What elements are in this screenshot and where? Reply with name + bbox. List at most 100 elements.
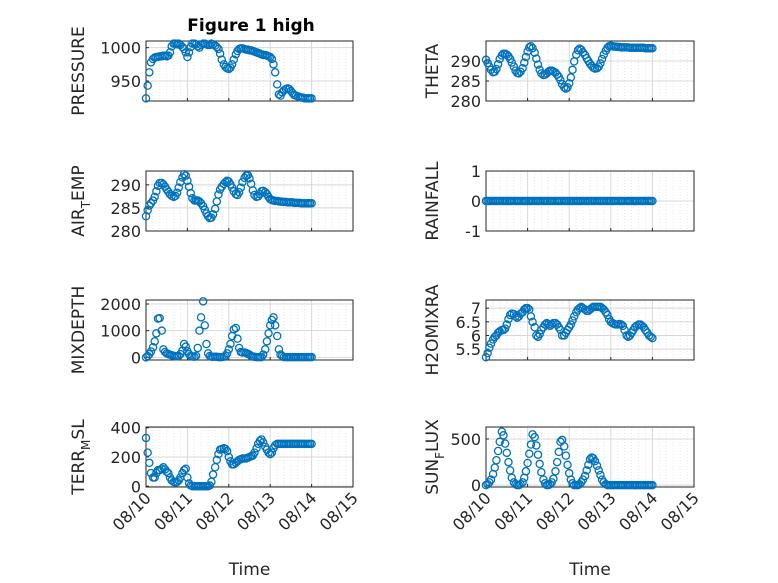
data-point [569,312,579,321]
data-point [152,187,161,196]
data-point [502,448,512,458]
data-point [521,52,531,62]
data-point [143,81,152,90]
data-point [229,325,239,334]
data-point [181,342,190,351]
data-point [222,349,232,358]
data-point [532,441,541,450]
data-point [533,60,543,69]
subplot-air-temp: 280 285 290 AIRTEMP [69,165,354,241]
data-point [646,332,655,342]
data-point [554,447,564,457]
data-point [198,297,208,306]
x-tick-label: 08/15 [316,488,362,534]
data-point [533,450,543,459]
data-point [584,460,593,470]
data-point [221,444,230,454]
data-point [551,467,560,476]
data-point [174,183,183,192]
axes-box [485,40,695,102]
x-axis-label: Time [228,560,271,580]
data-point [525,43,534,52]
y-tick-label: 5.5 [456,340,481,359]
data-point [490,463,499,472]
subplot-rainfall: -1 0 1 RAINFALL [423,161,695,241]
data-point [165,48,175,57]
data-point [141,94,151,103]
y-tick-label: 950 [110,72,141,91]
data-point [580,471,590,481]
data-point [179,169,189,179]
data-point [257,352,266,362]
y-tick-label: 1 [471,162,481,181]
x-tick-label: 08/11 [150,488,196,534]
data-point [483,348,492,358]
data-point [181,171,190,180]
y-axis-label: H2OMIXRA [423,284,443,375]
data-point [202,339,211,349]
y-tick-label: 1000 [100,39,141,58]
data-point [269,60,278,69]
data-point [486,475,496,484]
data-point [184,48,194,57]
y-tick-label: 285 [110,199,141,218]
data-point [493,59,503,69]
y-axis-label: MIXDEPTH [69,286,89,375]
axes-box [485,299,695,361]
data-point [264,448,273,457]
y-axis-label-rest: LUX [423,419,443,452]
data-point [520,58,529,67]
x-tick-label: 08/15 [657,488,703,534]
data-point [486,339,496,348]
y-tick-label: 400 [110,419,141,438]
data-point [148,342,158,352]
y-tick-label: 7 [471,299,481,318]
y-axis-label: AIRTEMP [69,165,93,236]
data-point [566,73,576,82]
x-tick-label: 08/14 [274,488,320,534]
data-point [150,337,159,346]
x-tick-label: 08/12 [532,488,578,534]
data-point [523,303,532,313]
subplot-mixdepth: 0 1000 2000 MIXDEPTH [69,286,354,375]
data-point [200,321,210,330]
data-point [265,52,275,62]
y-tick-label: 280 [450,92,481,111]
data-point [505,310,515,320]
data-point [504,457,513,467]
data-point [516,479,525,489]
subplot-sun-flux: 0500SUNFLUX08/1008/1108/1208/1308/1408/1… [423,419,703,580]
data-point [252,443,261,453]
data-point [157,326,166,335]
data-point [505,466,515,475]
data-point [196,313,206,322]
data-point [566,320,576,329]
data-point [526,440,536,449]
data-point [307,199,316,208]
x-tick-label: 08/13 [233,488,279,534]
data-point [179,465,189,475]
data-point [265,321,275,330]
data-point [526,41,536,51]
data-point [267,54,277,64]
y-tick-label: 0 [131,477,141,496]
data-point [260,345,270,354]
subplot-terr-msl: 0200400TERRMSL08/1008/1108/1208/1308/140… [69,419,362,580]
data-point [509,62,519,71]
data-point [183,176,192,185]
data-point [217,55,227,64]
data-point [150,473,159,482]
data-point [594,466,603,475]
data-point [270,68,280,77]
y-axis-label-rest: SL [69,419,89,440]
data-point [164,468,173,478]
data-point [146,347,156,356]
data-point [535,329,544,339]
data-point [224,452,234,462]
data-point [258,438,268,447]
data-point [214,44,223,54]
data-point [648,43,657,53]
y-tick-label: 2000 [100,295,141,314]
